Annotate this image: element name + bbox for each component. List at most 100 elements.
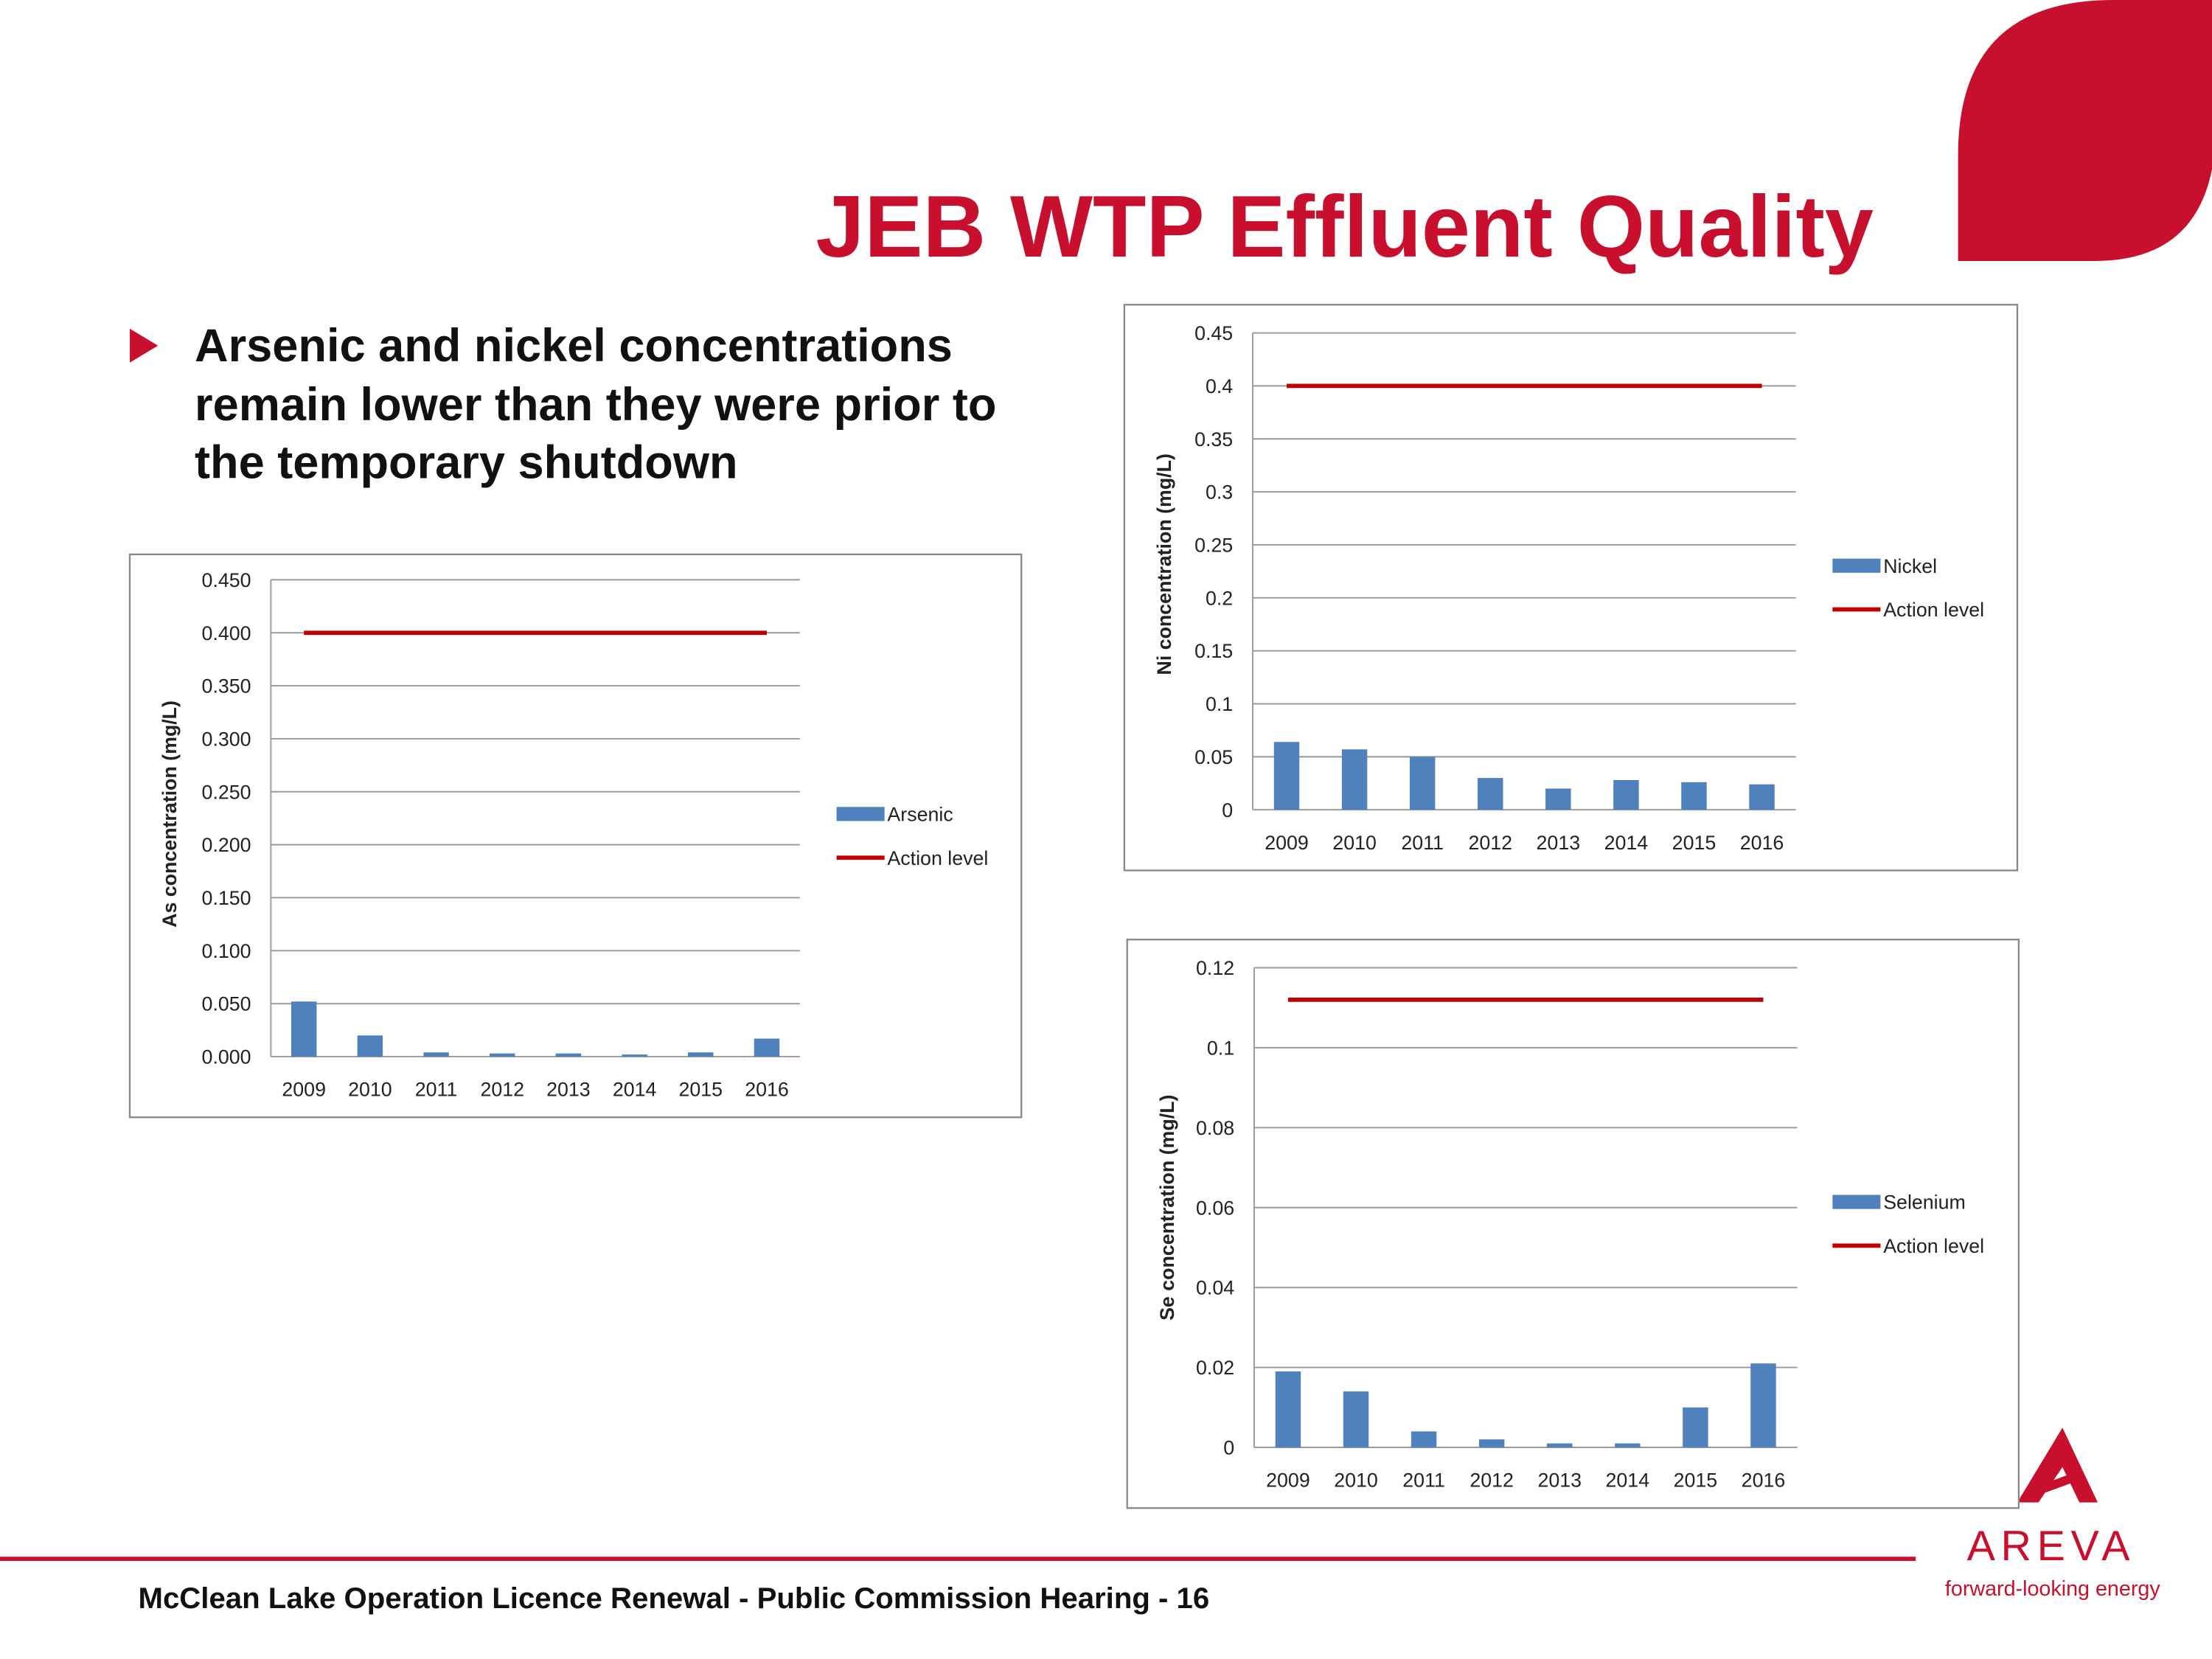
y-tick-label: 0.450 [202,569,251,591]
y-tick-label: 0.12 [1196,957,1234,979]
bar [1343,1391,1369,1448]
bar [490,1053,515,1057]
bar [1749,784,1775,810]
bullet-text: remain lower than they were prior to [195,379,996,431]
logo-tagline: forward-looking energy [1945,1577,2160,1601]
y-axis-label: Se concentration (mg/L) [1156,1095,1178,1321]
legend-label: Nickel [1883,555,1937,577]
x-tick-label: 2009 [282,1079,326,1101]
y-tick-label: 0.200 [202,834,251,856]
x-tick-label: 2009 [1265,832,1309,854]
x-tick-label: 2012 [1470,1470,1514,1492]
chart-frame [1126,939,2020,1509]
bullet-marker [130,328,159,363]
bar [1341,749,1368,810]
x-tick-label: 2016 [745,1079,789,1101]
bar [688,1052,714,1057]
y-tick-label: 0.35 [1194,428,1233,451]
y-tick-label: 0.08 [1196,1117,1234,1139]
legend-label: Action level [887,847,988,869]
y-tick-label: 0.050 [202,993,251,1015]
x-tick-label: 2010 [348,1079,392,1101]
x-tick-label: 2011 [415,1079,458,1101]
legend-label: Arsenic [887,804,953,826]
chart-frame [1123,304,2019,872]
bar [291,1001,317,1057]
y-tick-label: 0.350 [202,675,251,698]
bullet-text: the temporary shutdown [195,437,738,489]
logo-name: AREVA [1967,1523,2136,1570]
x-tick-label: 2016 [1740,832,1784,854]
x-tick-label: 2012 [480,1079,524,1101]
x-tick-label: 2014 [613,1079,657,1101]
bar [1409,757,1436,810]
footer-text: McClean Lake Operation Licence Renewal -… [138,1582,1209,1615]
y-tick-label: 0.04 [1196,1277,1234,1299]
bar [1478,1439,1505,1448]
y-tick-label: 0.2 [1206,587,1233,609]
bar [754,1038,780,1057]
bar [357,1035,383,1057]
y-tick-label: 0.25 [1194,535,1233,557]
chart-frame [128,553,1023,1119]
x-tick-label: 2012 [1468,832,1512,854]
legend-label: Action level [1883,1235,1984,1257]
x-tick-label: 2014 [1606,1470,1650,1492]
y-tick-label: 0.05 [1194,746,1233,768]
y-tick-label: 0.06 [1196,1197,1234,1219]
bar [1273,742,1300,810]
x-tick-label: 2015 [1674,1470,1718,1492]
charts: 0.0000.0500.1000.1500.2000.2500.3000.350… [128,304,2020,1509]
bar [1545,788,1571,810]
chart: 0.000 0.050 0.100 0.150 0.200 0.250 0.300 0.350… [128,553,1023,1119]
y-tick-label: 0 [1223,1437,1234,1459]
logo-mark [2017,1427,2098,1503]
bar [1613,779,1639,810]
y-tick-label: 0.250 [202,781,251,803]
x-tick-label: 2015 [1672,832,1717,854]
bar [1411,1431,1437,1448]
y-axis-label: As concentration (mg/L) [159,700,181,928]
y-axis-label: Ni concentration (mg/L) [1153,453,1175,675]
x-tick-label: 2013 [1537,1470,1582,1492]
x-tick-label: 2010 [1332,832,1377,854]
x-tick-label: 2013 [1537,832,1581,854]
bullet-text: Arsenic and nickel concentrations [195,320,953,372]
bar [1275,1371,1301,1448]
bar [423,1052,449,1057]
bar [1683,1407,1708,1448]
bar [1478,778,1503,810]
bar [1615,1443,1641,1448]
x-tick-label: 2016 [1742,1470,1786,1492]
bar [555,1053,582,1057]
corner-shape [1958,0,2212,261]
y-tick-label: 0.1 [1206,693,1233,715]
chart: 0 0.02 0.04 0.06 0.08 0.1 0.12 2009 2010 2011 2012… [1126,939,2020,1509]
x-tick-label: 2011 [1401,832,1444,854]
legend-label: Selenium [1883,1192,1966,1214]
x-tick-label: 2015 [679,1079,723,1101]
legend-label: Action level [1883,599,1984,621]
slide-title: JEB WTP Effluent Quality [815,178,1873,276]
y-tick-label: 0.400 [202,622,251,644]
y-tick-label: 0.150 [202,887,251,909]
legend-swatch [836,807,885,821]
bar [1681,782,1707,810]
legend-swatch [1832,558,1881,573]
x-tick-label: 2010 [1334,1470,1378,1492]
legend-swatch [1832,1194,1881,1209]
bar [622,1054,647,1057]
y-tick-label: 0.02 [1196,1357,1234,1379]
x-tick-label: 2011 [1402,1470,1445,1492]
y-tick-label: 0.300 [202,728,251,750]
y-tick-label: 0.3 [1206,481,1233,504]
x-tick-label: 2013 [546,1079,591,1101]
y-tick-label: 0.100 [202,940,251,962]
y-tick-label: 0.45 [1194,322,1233,344]
bar [1547,1443,1573,1448]
bar [1750,1363,1776,1448]
y-tick-label: 0.4 [1206,375,1233,397]
y-tick-label: 0.15 [1194,640,1233,662]
